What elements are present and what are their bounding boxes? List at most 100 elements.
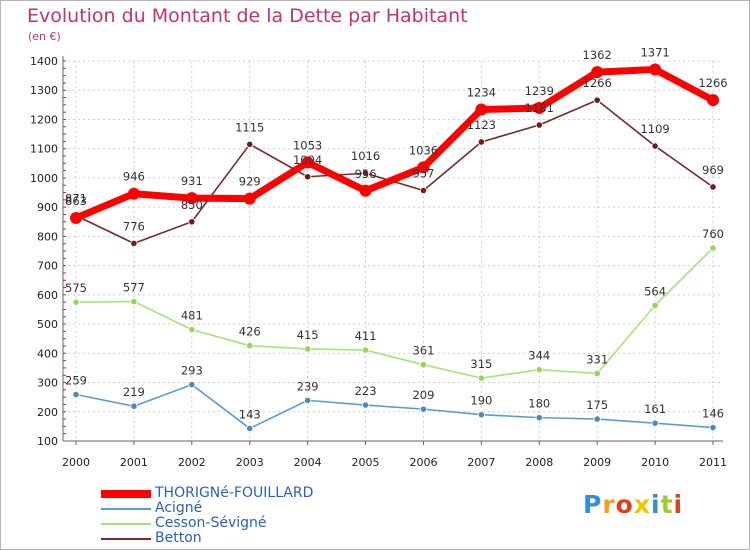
series-line [75,247,714,379]
data-label: 331 [586,352,608,366]
x-tick-label: 2004 [294,456,322,469]
legend-swatch [101,537,151,540]
data-label: 1234 [467,86,496,100]
data-point [535,414,543,422]
data-label: 1181 [525,101,554,115]
data-point [130,402,138,410]
data-point [591,66,604,79]
data-label: 1115 [235,120,264,134]
legend-label: Cesson-Sévigné [155,515,267,531]
data-point [419,186,428,195]
legend-swatch [101,507,151,510]
y-tick-label: 600 [37,289,58,302]
legend-item: Betton [101,531,361,546]
logo-letter: x [633,490,651,519]
legend-label: Betton [155,530,202,546]
data-point [709,423,717,432]
data-label: 871 [65,192,87,206]
data-label: 223 [355,384,377,398]
logo-letter: o [615,490,634,519]
legend-item: THORIGNé-FOUILLARD [101,486,361,501]
data-label: 219 [123,385,145,399]
data-label: 929 [239,175,261,189]
data-point [188,380,196,389]
data-point [130,297,138,306]
data-label: 1016 [351,149,380,163]
logo-letter: P [583,490,603,519]
data-point [304,396,312,404]
data-label: 931 [181,174,203,188]
y-tick-label: 400 [37,347,58,360]
data-point [185,192,198,205]
data-label: 180 [528,397,550,411]
data-point [72,390,80,399]
data-label: 1123 [467,118,496,132]
x-tick-label: 2003 [236,456,264,469]
data-point [475,103,488,116]
data-point [477,138,485,146]
data-point [419,405,428,413]
x-tick-label: 2011 [699,456,727,469]
legend-label: THORIGNé-FOUILLARD [155,485,314,501]
data-label: 161 [644,402,666,416]
data-label: 190 [470,394,492,408]
data-point [301,156,314,169]
series-line [74,65,715,222]
legend-item: Cesson-Sévigné [101,516,361,531]
data-label: 1036 [409,143,438,157]
data-point [477,374,485,382]
y-tick-label: 800 [37,230,58,243]
x-tick-label: 2006 [409,456,437,469]
y-tick-label: 1300 [30,84,58,97]
data-point [535,366,543,374]
logo-letter: i [651,490,661,519]
data-label: 946 [123,170,145,184]
data-point [651,142,659,150]
data-label: 969 [702,163,724,177]
data-label: 481 [181,309,203,323]
data-label: 259 [65,374,87,388]
x-tick-label: 2007 [467,456,495,469]
data-point [246,140,254,148]
data-point [533,102,546,115]
y-tick-label: 1100 [30,143,58,156]
data-label: 956 [355,167,377,181]
series-line [75,99,714,245]
data-label: 426 [239,325,261,339]
data-label: 1266 [698,76,727,90]
x-tick-label: 2008 [525,456,553,469]
data-point [72,298,80,306]
x-tick-label: 2005 [352,456,380,469]
data-point [707,94,719,107]
data-label: 415 [297,328,319,342]
logo-letter: t [660,490,674,519]
y-tick-label: 100 [37,435,58,448]
data-point [246,424,254,433]
data-label: 143 [239,407,261,421]
data-label: 564 [644,284,666,298]
data-point [535,121,543,129]
data-label: 776 [123,219,145,233]
data-point [593,96,601,104]
data-label: 209 [412,388,434,402]
logo-letter: i [673,490,684,519]
y-tick-label: 1000 [30,172,58,185]
data-point [127,187,140,200]
data-point [593,369,601,378]
legend: THORIGNé-FOUILLARD Acigné Cesson-Sévigné Be… [101,486,361,546]
data-point [419,361,428,369]
data-point [188,218,196,226]
chart-title: Evolution du Montant de la Dette par Hab… [27,5,468,27]
data-label: 146 [702,407,724,421]
data-label: 957 [412,166,434,180]
x-tick-label: 2000 [62,456,90,469]
y-tick-label: 200 [37,406,58,419]
data-label: 1371 [640,45,669,59]
data-point [649,63,662,76]
legend-item: Acigné [101,501,361,516]
x-tick-label: 2010 [641,456,669,469]
data-point [361,401,370,409]
data-point [477,411,485,419]
